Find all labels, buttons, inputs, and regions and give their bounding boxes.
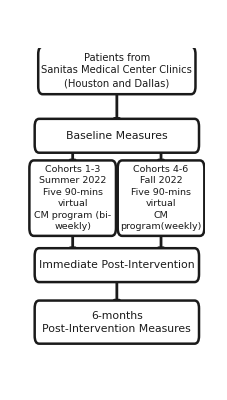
Text: Patients from
Sanitas Medical Center Clinics
(Houston and Dallas): Patients from Sanitas Medical Center Cli… [41, 52, 191, 88]
Text: Baseline Measures: Baseline Measures [66, 131, 167, 141]
FancyBboxPatch shape [38, 46, 195, 94]
FancyBboxPatch shape [29, 160, 116, 236]
Text: Cohorts 1-3
Summer 2022
Five 90-mins
virtual
CM program (bi-
weekly): Cohorts 1-3 Summer 2022 Five 90-mins vir… [34, 165, 111, 231]
Text: Immediate Post-Intervention: Immediate Post-Intervention [39, 260, 194, 270]
FancyBboxPatch shape [35, 300, 198, 344]
FancyBboxPatch shape [117, 160, 203, 236]
FancyBboxPatch shape [35, 119, 198, 153]
FancyBboxPatch shape [35, 248, 198, 282]
Text: 6-months
Post-Intervention Measures: 6-months Post-Intervention Measures [42, 311, 190, 334]
Text: Cohorts 4-6
Fall 2022
Five 90-mins
virtual
CM
program(weekly): Cohorts 4-6 Fall 2022 Five 90-mins virtu… [120, 165, 201, 231]
